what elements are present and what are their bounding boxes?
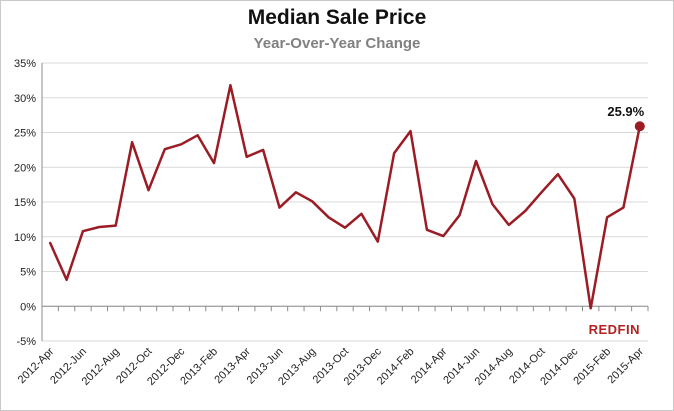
chart-subtitle: Year-Over-Year Change [253,35,421,52]
y-tick-label: 25% [14,128,36,140]
y-tick-label: 5% [20,267,36,279]
y-tick-label: 10% [14,232,36,244]
last-point-marker [634,121,645,132]
y-tick-label: 30% [14,93,36,105]
gridlines [41,62,648,342]
x-axis-tick-labels: 2012-Apr2012-Jun2012-Aug2012-Oct2012-Dec… [16,345,646,388]
y-axis-tick-labels: 35% 30% 25% 20% 15% 10% 5% 0% -5% [14,58,36,348]
y-tick-label: 15% [14,197,36,209]
last-point-label: 25.9% [607,104,644,119]
redfin-logo: REDFIN [589,322,640,337]
x-tick-label: 2015-Apr [605,345,646,386]
chart-title: Median Sale Price [247,6,427,29]
y-tick-label: 20% [14,162,36,174]
y-tick-label: 0% [20,301,36,313]
series-line [48,83,642,310]
y-tick-label: 35% [14,58,36,70]
x-axis [41,305,649,312]
y-tick-label: -5% [16,336,36,348]
